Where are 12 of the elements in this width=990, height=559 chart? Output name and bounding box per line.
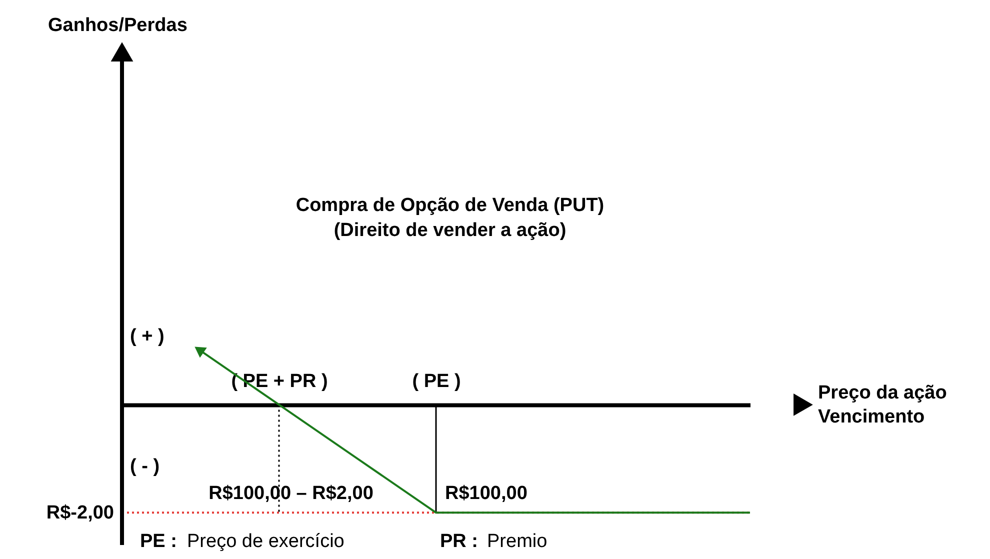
text: PR : Premio <box>440 531 548 552</box>
annotation: R$100,00 – R$2,00 <box>208 483 374 504</box>
x-axis-title: Preço da ação Vencimento <box>818 382 947 428</box>
chart-subtitle: (Direito de vender a ação) <box>334 220 566 241</box>
annotation: ( - ) <box>130 456 160 477</box>
text: Ganhos/Perdas <box>48 15 188 36</box>
annotation: R$100,00 <box>445 483 528 504</box>
text: ( + ) <box>130 326 164 347</box>
chart-title: Compra de Opção de Venda (PUT) <box>296 195 604 216</box>
text: PE : Preço de exercício <box>140 531 344 552</box>
x-tick-label: ( PE ) <box>412 371 461 392</box>
ref-line-label: R$-2,00 <box>46 502 114 524</box>
